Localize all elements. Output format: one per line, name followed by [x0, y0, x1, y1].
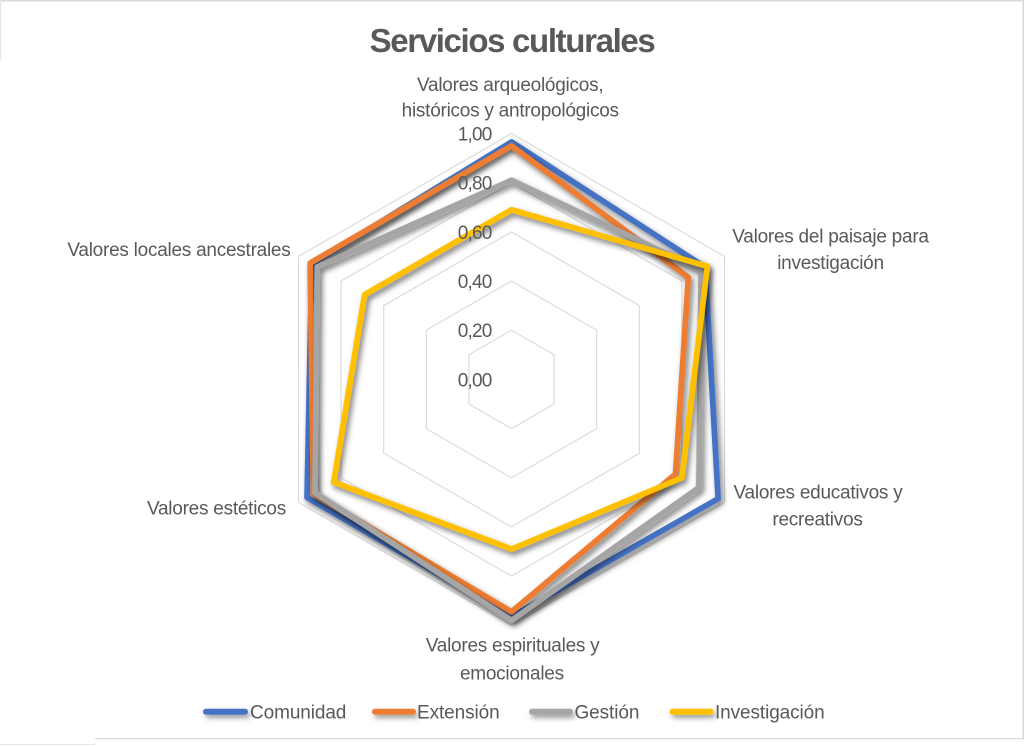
svg-text:Valores estéticos: Valores estéticos — [147, 499, 286, 520]
svg-text:históricos y antropológicos: históricos y antropológicos — [402, 100, 619, 121]
svg-text:0,20: 0,20 — [458, 321, 492, 342]
svg-text:emocionales: emocionales — [460, 664, 564, 685]
svg-text:investigación: investigación — [777, 253, 884, 274]
svg-text:Extensión: Extensión — [417, 703, 500, 724]
svg-text:Valores arqueológicos,: Valores arqueológicos, — [417, 75, 603, 96]
svg-text:Investigación: Investigación — [715, 703, 825, 724]
svg-text:1,00: 1,00 — [458, 125, 492, 146]
svg-text:Valores espirituales y: Valores espirituales y — [426, 636, 600, 657]
svg-text:0,00: 0,00 — [458, 370, 492, 391]
svg-text:0,40: 0,40 — [458, 272, 492, 293]
svg-text:Servicios culturales: Servicios culturales — [370, 22, 655, 59]
svg-text:Valores del paisaje para: Valores del paisaje para — [732, 226, 929, 247]
svg-text:Comunidad: Comunidad — [250, 703, 346, 724]
svg-text:Valores educativos y: Valores educativos y — [734, 483, 904, 504]
svg-text:0,60: 0,60 — [458, 223, 492, 244]
svg-text:recreativos: recreativos — [772, 510, 862, 531]
svg-text:0,80: 0,80 — [458, 174, 492, 195]
svg-text:Valores locales ancestrales: Valores locales ancestrales — [67, 240, 290, 261]
svg-text:Gestión: Gestión — [575, 703, 640, 724]
